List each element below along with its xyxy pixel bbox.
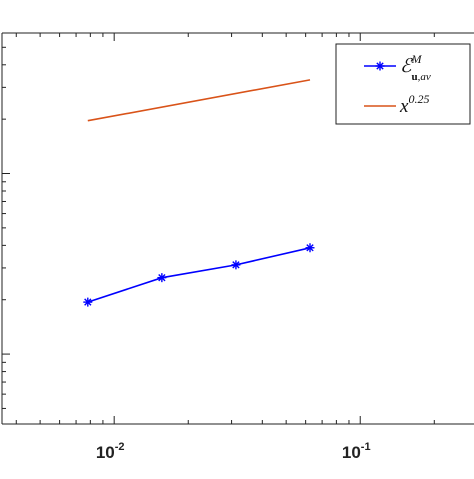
series-1 xyxy=(87,79,311,122)
legend-marker xyxy=(376,62,384,70)
legend-box xyxy=(335,43,471,125)
axes: 10-2 10-1 xyxy=(1,32,474,462)
legend-label: x0.25 xyxy=(399,92,429,117)
x-tick-label: 10-1 xyxy=(342,441,371,462)
marker-stroke xyxy=(84,298,92,306)
plot-series xyxy=(83,79,315,307)
series-0 xyxy=(83,243,315,307)
marker-stroke xyxy=(306,244,314,252)
data-point xyxy=(305,243,315,253)
data-point xyxy=(83,297,93,307)
data-point xyxy=(157,273,167,283)
series-line xyxy=(87,79,311,122)
x-tick-label: 10-2 xyxy=(96,441,125,462)
legend-label: ℰM u,av xyxy=(400,52,431,83)
series-line xyxy=(87,247,311,303)
data-point xyxy=(231,260,241,270)
marker-stroke xyxy=(158,273,166,282)
marker-stroke xyxy=(232,261,240,269)
legend-item: ℰM u,av xyxy=(364,52,431,83)
legend: ℰM u,av x0.25 xyxy=(335,43,471,125)
legend-item: x0.25 xyxy=(364,92,429,117)
